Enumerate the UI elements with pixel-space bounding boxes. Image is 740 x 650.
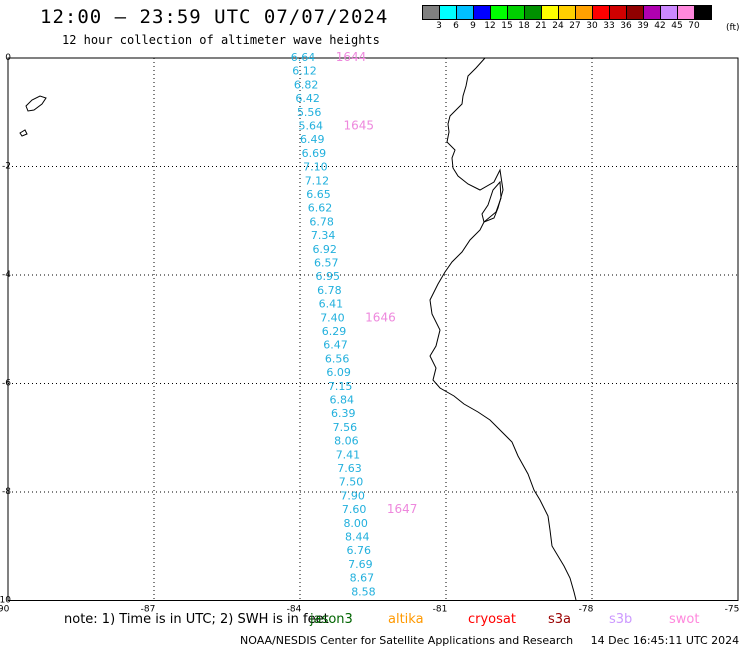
swh-value: 6.95 (316, 270, 341, 283)
satellite-label-s3b: s3b (609, 612, 633, 627)
legend-label: 27 (569, 21, 581, 31)
swh-value: 7.90 (340, 489, 365, 502)
legend-label: 24 (552, 21, 564, 31)
longitude-tick-label: -84 (287, 605, 302, 615)
longitude-tick-label: -90 (0, 605, 10, 615)
credit-line: NOAA/NESDIS Center for Satellite Applica… (240, 634, 739, 647)
swh-value: 6.57 (314, 257, 339, 270)
latitude-tick-label: -4 (2, 270, 11, 280)
legend-label: 12 (484, 21, 496, 31)
swh-value: 7.10 (303, 161, 328, 174)
legend-unit: (ft) (726, 23, 740, 33)
swh-value: 6.64 (291, 51, 316, 64)
swh-value: 7.50 (339, 476, 364, 489)
swh-value: 6.65 (306, 188, 331, 201)
legend-label: 45 (671, 21, 683, 31)
swh-value: 8.06 (334, 435, 359, 448)
credit-text: NOAA/NESDIS Center for Satellite Applica… (240, 634, 574, 647)
swh-value: 6.41 (319, 298, 344, 311)
swh-value: 6.12 (292, 65, 317, 78)
satellite-label-altika: altika (388, 612, 424, 627)
swh-value: 7.12 (305, 174, 330, 187)
swh-value: 7.15 (328, 380, 353, 393)
latitude-tick-label: 0 (5, 53, 11, 63)
legend-label: 42 (654, 21, 666, 31)
legend-swatch (694, 5, 712, 20)
legend-label: 33 (603, 21, 615, 31)
swh-value: 7.63 (337, 462, 362, 475)
legend-label: 9 (470, 21, 476, 31)
gulf-of-guayaquil-island (481, 180, 502, 223)
legend-label: 15 (501, 21, 513, 31)
swh-value: 6.69 (302, 147, 327, 160)
legend-label: 70 (688, 21, 700, 31)
longitude-tick-label: -75 (725, 605, 740, 615)
latitude-tick-label: -2 (2, 162, 11, 172)
swh-value: 6.47 (323, 339, 348, 352)
swh-value: 6.76 (347, 544, 372, 557)
satellite-label-jason3: jason3 (310, 612, 353, 627)
altimeter-track: 6.646.126.826.425.565.646.496.697.107.12… (291, 50, 418, 598)
south-america-coastline (429, 57, 577, 601)
swh-value: 8.00 (343, 517, 368, 530)
pass-time-label: 1644 (336, 50, 367, 64)
map-title: 12:00 – 23:59 UTC 07/07/2024 (40, 6, 389, 28)
legend-label: 36 (620, 21, 632, 31)
swh-value: 7.41 (336, 448, 361, 461)
legend-label: 6 (453, 21, 459, 31)
swh-value: 8.67 (350, 572, 375, 585)
swh-value: 6.78 (309, 215, 334, 228)
legend-label: 30 (586, 21, 598, 31)
swh-value: 7.69 (348, 558, 373, 571)
satellite-label-cryosat: cryosat (468, 612, 516, 627)
legend-labels: 3 6 9 12 15 18 21 24 27 30 33 36 39 42 45 70 (422, 20, 740, 32)
satellite-label-s3a: s3a (548, 612, 572, 627)
coastline (19, 57, 577, 601)
galapagos-island-large (25, 95, 47, 112)
wave-height-legend: 3 6 9 12 15 18 21 24 27 30 33 36 39 42 45 70 (ft) (422, 5, 740, 33)
swh-value: 7.40 (320, 311, 345, 324)
swh-value: 5.64 (299, 120, 324, 133)
pass-time-label: 1647 (387, 502, 418, 516)
swh-value: 6.39 (331, 407, 356, 420)
footer-note: note: 1) Time is in UTC; 2) SWH is in fe… (64, 612, 329, 627)
longitude-tick-label: -78 (579, 605, 594, 615)
longitude-tick-label: -87 (141, 605, 156, 615)
galapagos-island-small (19, 129, 28, 137)
swh-value: 6.62 (308, 202, 333, 215)
legend-color-bar (422, 5, 740, 20)
latitude-tick-label: -10 (0, 596, 11, 606)
latitude-tick-label: -8 (2, 487, 11, 497)
generation-timestamp: 14 Dec 16:45:11 UTC 2024 (590, 634, 740, 647)
lat-lon-grid (7, 57, 739, 601)
pass-time-label: 1646 (365, 310, 396, 324)
swh-value: 6.84 (330, 394, 355, 407)
swh-value: 6.82 (294, 78, 319, 91)
legend-label: 18 (518, 21, 530, 31)
swh-value: 7.56 (333, 421, 358, 434)
legend-label: 3 (436, 21, 442, 31)
map-frame (7, 57, 739, 601)
swh-value: 6.78 (317, 284, 342, 297)
satellite-label-swot: swot (669, 612, 700, 627)
pass-time-label: 1645 (343, 119, 374, 133)
map-subtitle: 12 hour collection of altimeter wave hei… (62, 33, 380, 47)
longitude-tick-label: -81 (433, 605, 448, 615)
legend-label: 39 (637, 21, 649, 31)
axis-tick-labels: -90 -87 -84 -81 -78 -75 0 -2 -4 -6 -8 -10 (0, 53, 739, 615)
swh-value: 8.58 (351, 585, 376, 598)
swh-value: 6.92 (312, 243, 337, 256)
swh-value: 6.49 (300, 133, 325, 146)
legend-label: 21 (535, 21, 547, 31)
latitude-tick-label: -6 (2, 379, 11, 389)
swh-value: 6.56 (325, 352, 350, 365)
swh-value: 7.34 (311, 229, 336, 242)
swh-value: 6.42 (295, 92, 320, 105)
swh-value: 6.09 (326, 366, 351, 379)
swh-value: 7.60 (342, 503, 367, 516)
swh-value: 5.56 (297, 106, 322, 119)
swh-value: 8.44 (345, 531, 370, 544)
swh-value: 6.29 (322, 325, 347, 338)
